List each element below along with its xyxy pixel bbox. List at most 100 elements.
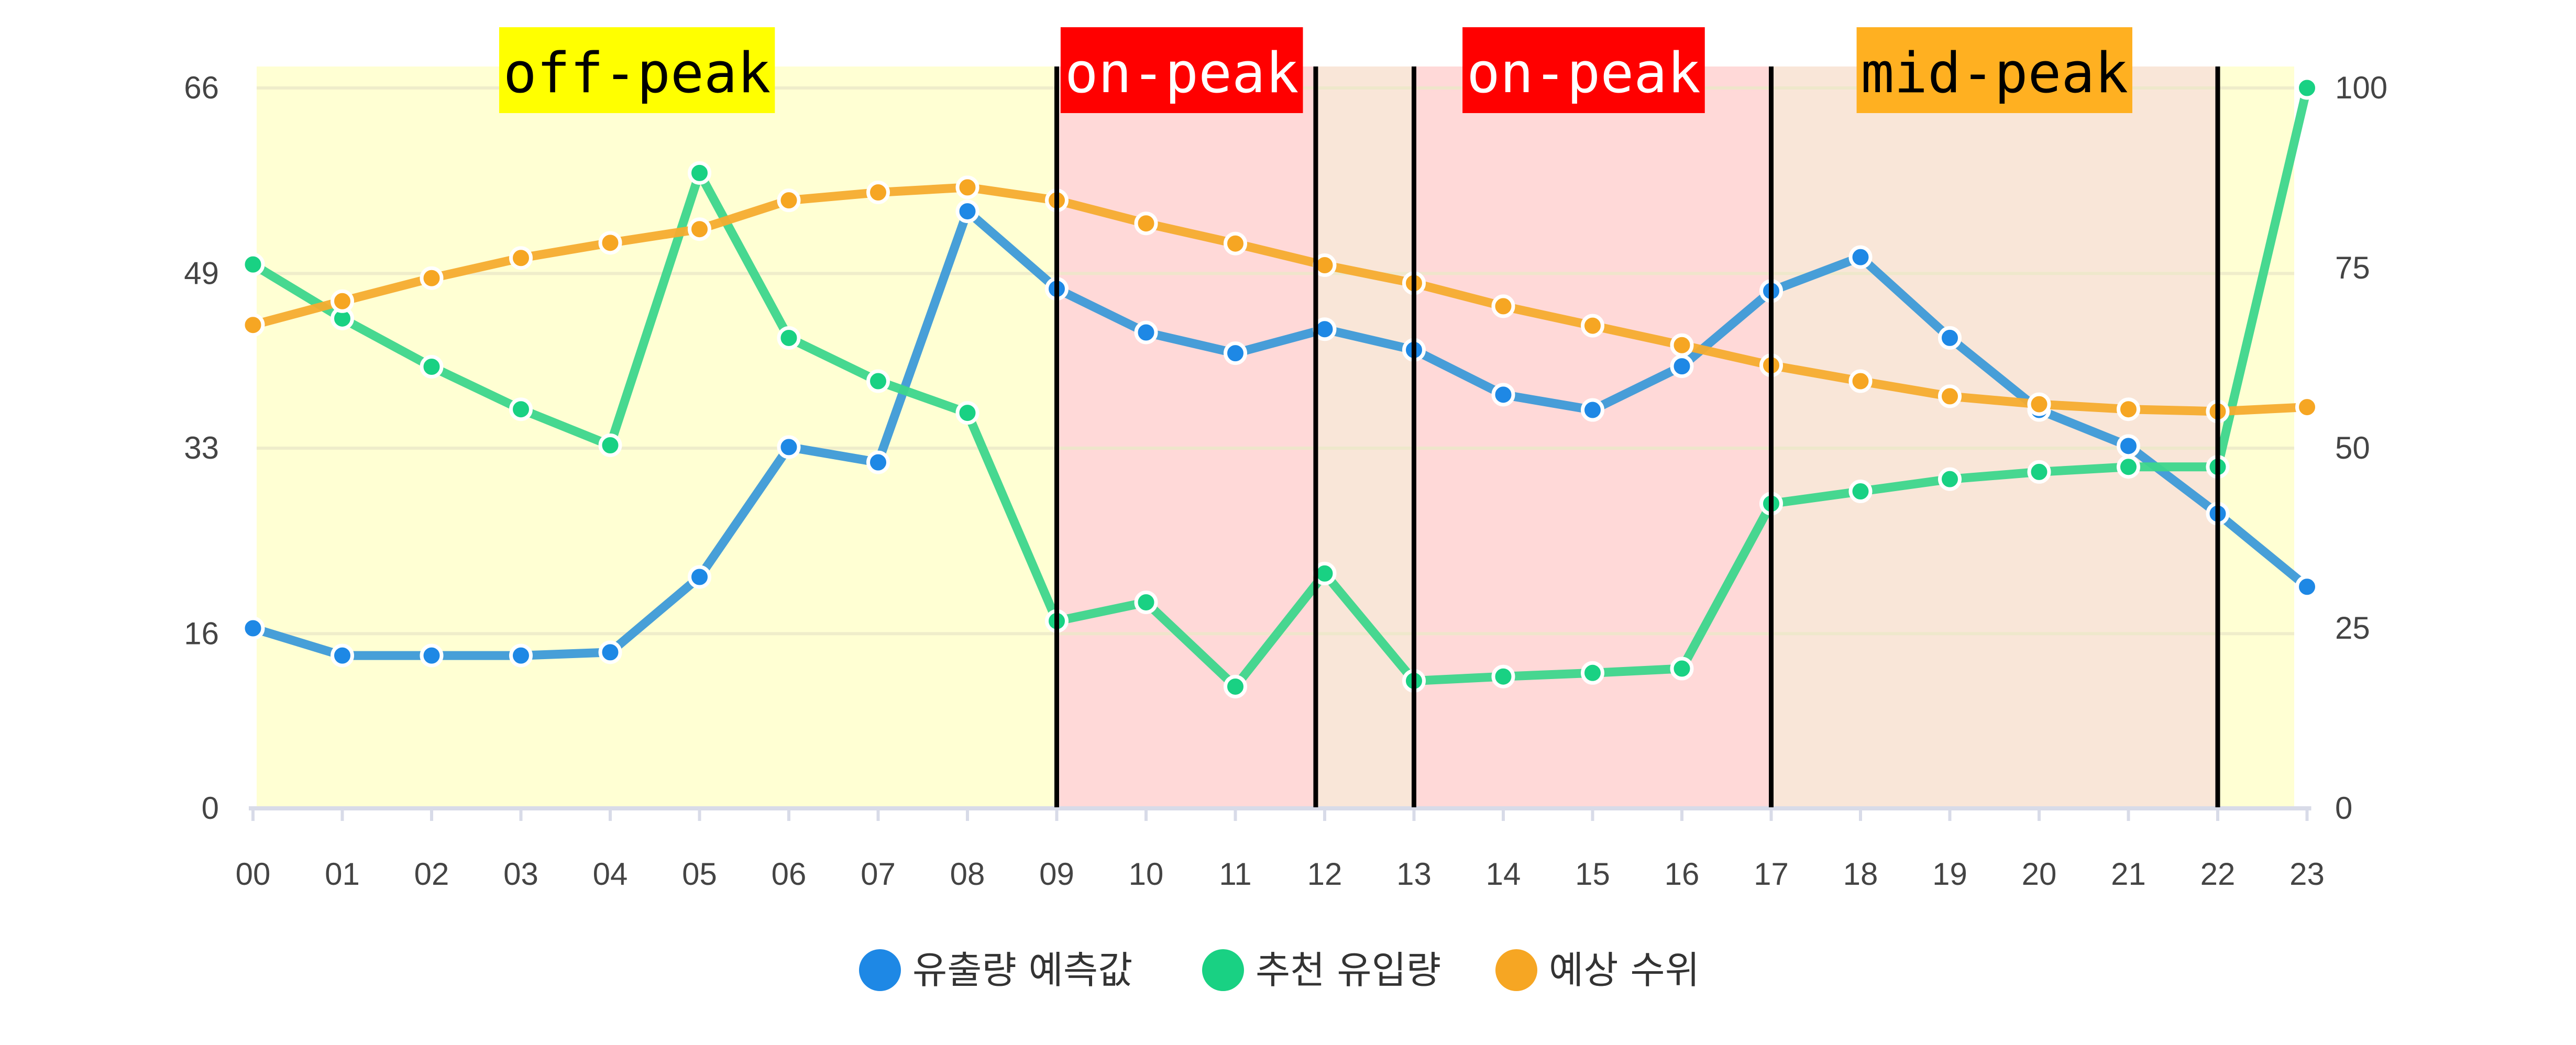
x-tick-label: 10 <box>1129 857 1164 892</box>
period-label: mid-peak <box>1861 41 2128 105</box>
series-1-point <box>1581 661 1604 685</box>
band-4 <box>1771 66 2218 808</box>
series-lines <box>241 76 2319 698</box>
period-label: on-peak <box>1065 41 1299 105</box>
series-1-point <box>866 369 890 393</box>
y-right-tick-label: 100 <box>2335 70 2387 105</box>
x-tick-label: 11 <box>1219 857 1251 892</box>
x-tick-label: 18 <box>1843 857 1878 892</box>
series-0-point <box>509 643 533 668</box>
period-dividers <box>1054 66 2220 807</box>
series-2-point <box>1581 314 1604 338</box>
x-tick-label: 04 <box>593 857 628 892</box>
y-left-tick-label: 66 <box>184 70 219 105</box>
series-0-point <box>866 450 890 474</box>
series-0-point <box>1491 383 1515 407</box>
series-2-point <box>1224 231 1247 255</box>
series-0-point <box>2295 575 2319 599</box>
series-1-point <box>2295 76 2319 100</box>
series-2-point <box>777 188 801 213</box>
series-0-point <box>1224 341 1247 365</box>
y-right-tick-label: 0 <box>2335 791 2352 826</box>
x-tick-label: 02 <box>414 857 449 892</box>
y-right-tick-label: 75 <box>2335 250 2370 285</box>
x-tick-label: 00 <box>236 857 271 892</box>
legend-marker-2 <box>1495 949 1537 991</box>
period-bands <box>257 66 2294 808</box>
series-0-point <box>331 643 354 668</box>
x-tick-label: 15 <box>1575 857 1610 892</box>
series-1-point <box>2117 455 2140 479</box>
series-2-point <box>420 266 444 290</box>
y-left-tick-label: 16 <box>184 616 219 651</box>
series-0-point <box>1134 320 1158 344</box>
legend-marker-1 <box>1202 949 1244 991</box>
band-2 <box>1315 66 1414 808</box>
legend-label-1: 추천 유입량 <box>1256 948 1441 992</box>
series-0-point <box>1938 326 1962 350</box>
series-1-point <box>1938 467 1962 491</box>
series-1-point <box>1848 480 1873 504</box>
series-2-point <box>1134 212 1158 236</box>
series-2-point <box>331 289 354 313</box>
x-tick-label: 01 <box>325 857 360 892</box>
series-1-point <box>777 326 801 350</box>
period-label-bg <box>1856 27 2132 113</box>
series-2-point <box>1848 369 1873 393</box>
series-1-point <box>955 401 979 425</box>
series-0-point <box>688 565 711 589</box>
series-2-point <box>2117 397 2140 421</box>
series-0-point <box>1581 398 1604 422</box>
series-0-point <box>598 640 622 664</box>
x-tick-label: 19 <box>1932 857 1967 892</box>
series-2-point <box>2027 392 2051 416</box>
series-1-point <box>1134 590 1158 614</box>
period-label: on-peak <box>1467 41 1701 105</box>
legend-label-2: 예상 수위 <box>1549 948 1700 992</box>
series-1-point <box>1491 664 1515 688</box>
series-2-point <box>1670 333 1694 357</box>
x-tick-label: 13 <box>1396 857 1432 892</box>
y-left-tick-label: 49 <box>184 255 219 291</box>
series-2-point <box>1491 294 1515 318</box>
series-1-point <box>2027 460 2051 484</box>
series-line-1 <box>248 83 2311 691</box>
x-tick-label: 07 <box>861 857 896 892</box>
series-1-point <box>1670 657 1694 681</box>
band-3 <box>1414 66 1771 808</box>
series-2-point <box>241 313 265 337</box>
legend-marker-0 <box>859 949 901 991</box>
series-1-point <box>688 161 711 185</box>
legend-label-0: 유출량 예측값 <box>912 948 1132 992</box>
x-tick-label: 17 <box>1754 857 1789 892</box>
x-tick-label: 16 <box>1665 857 1700 892</box>
series-1-point <box>598 433 622 457</box>
x-tick-label: 14 <box>1486 857 1521 892</box>
series-0-point <box>1848 245 1873 269</box>
x-tick-label: 12 <box>1307 857 1342 892</box>
y-right-tick-label: 25 <box>2335 610 2370 646</box>
y-right-tick-label: 50 <box>2335 430 2370 465</box>
series-2-point <box>598 231 622 255</box>
series-2-point <box>1938 384 1962 408</box>
y-left-tick-label: 0 <box>202 791 219 826</box>
x-tick-label: 08 <box>950 857 985 892</box>
period-label-bg <box>1462 27 1705 113</box>
series-1-point <box>509 397 533 421</box>
y-left-tick-label: 33 <box>184 430 219 465</box>
x-tick-label: 06 <box>772 857 807 892</box>
period-label: off-peak <box>503 41 771 105</box>
series-1-point <box>420 355 444 379</box>
series-2-point <box>866 181 890 205</box>
x-tick-label: 21 <box>2111 857 2146 892</box>
x-tick-label: 22 <box>2200 857 2236 892</box>
x-tick-label: 03 <box>503 857 538 892</box>
x-tick-label: 20 <box>2022 857 2057 892</box>
legend: 유출량 예측값 추천 유입량 예상 수위 <box>859 948 1700 992</box>
series-0-point <box>1670 354 1694 379</box>
series-2-point <box>509 246 533 270</box>
x-tick-label: 05 <box>682 857 717 892</box>
series-1-point <box>241 252 265 276</box>
series-line-0 <box>248 207 2311 660</box>
period-label-bg <box>1060 27 1303 113</box>
